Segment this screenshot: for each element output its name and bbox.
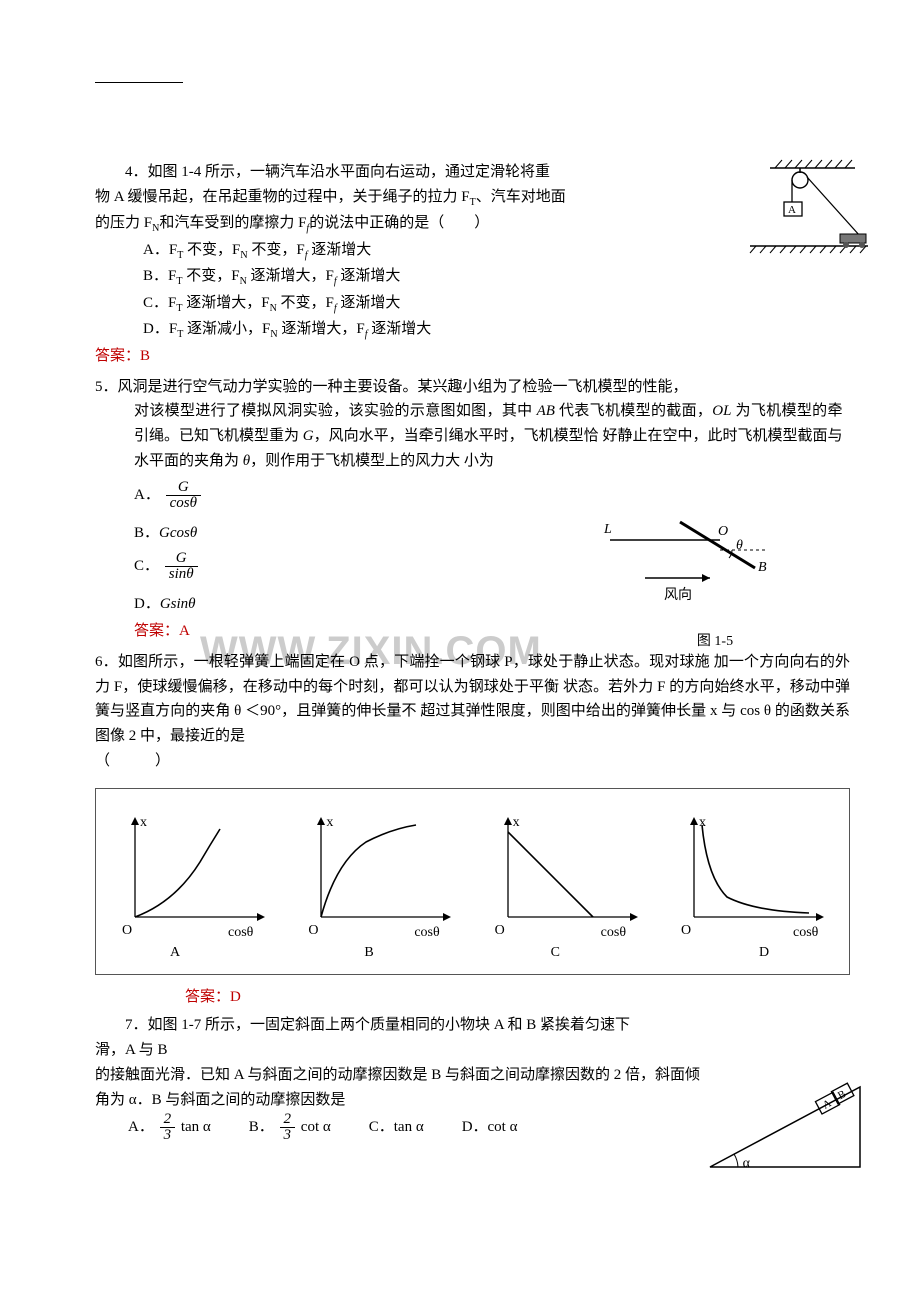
q4-answer: 答案：B (95, 344, 850, 369)
q5-fig-wind: 风向 (664, 584, 692, 607)
q4-figure: A (690, 156, 870, 256)
question-7: 7．如图 1-7 所示，一固定斜面上两个质量相同的小物块 A 和 B 紧挨着匀速… (95, 1013, 850, 1143)
q4-option-c: C．FT 逐渐增大，FN 不变，Ff 逐渐增大 (143, 291, 655, 318)
header-underline (95, 82, 183, 83)
q4-option-a: A．FT 不变，FN 不变，Ff 逐渐增大 (143, 238, 655, 265)
q4-fig-label-a: A (788, 204, 796, 216)
q4-stem-line3: 的压力 FN和汽车受到的摩擦力 Ff的说法中正确的是（ ） (95, 211, 655, 238)
q7-stem: 7．如图 1-7 所示，一固定斜面上两个质量相同的小物块 A 和 B 紧挨着匀速… (95, 1013, 655, 1063)
q5-option-a: A． Gcosθ (134, 480, 850, 511)
q7-option-c: C．tan α (369, 1115, 424, 1140)
q6-graph-b: x O cosθ B (296, 807, 466, 962)
q4-stem-line2: 物 A 缓慢吊起，在吊起重物的过程中，关于绳子的拉力 FT、汽车对地面 (95, 185, 655, 212)
q7-option-b: B． 23 cot α (249, 1112, 331, 1143)
q6-stem: 6．如图所示，一根轻弹簧上端固定在 O 点，下端拴一个钢球 P，球处于静止状态。… (95, 650, 850, 749)
q4-stem: 4．如图 1-4 所示，一辆汽车沿水平面向右运动，通过定滑轮将重 (95, 160, 655, 185)
question-5: 5．风洞是进行空气动力学实验的一种主要设备。某兴趣小组为了检验一飞机模型的性能，… (95, 375, 850, 644)
q6-stem-paren: （ ） (95, 749, 850, 774)
q7-figure: A B (690, 1072, 880, 1182)
q6-graph-d: x O cosθ D (669, 807, 839, 962)
q5-fig-O: O (718, 520, 728, 543)
q5-body: 对该模型进行了模拟风洞实验，该实验的示意图如图，其中 AB 代表飞机模型的截面，… (134, 399, 843, 473)
q6-graph-c: x O cosθ C (483, 807, 653, 962)
q6-graph-a: x O cosθ A (110, 807, 280, 962)
question-6: 6．如图所示，一根轻弹簧上端固定在 O 点，下端拴一个钢球 P，球处于静止状态。… (95, 650, 850, 1010)
q5-fig-theta: θ (736, 534, 743, 557)
q6-answer: 答案：D (185, 985, 850, 1010)
q5-lead: 5．风洞是进行空气动力学实验的一种主要设备。某兴趣小组为了检验一飞机模型的性能， (95, 375, 850, 400)
q4-option-d: D．FT 逐渐减小，FN 逐渐增大，Ff 逐渐增大 (143, 317, 655, 344)
question-4: 4．如图 1-4 所示，一辆汽车沿水平面向右运动，通过定滑轮将重 物 A 缓慢吊… (95, 160, 850, 344)
q5-fig-L: L (604, 518, 612, 541)
q6-graph-panel: x O cosθ A x O cosθ B (95, 788, 850, 975)
q4-stem-line1: 4．如图 1-4 所示，一辆汽车沿水平面向右运动，通过定滑轮将重 (125, 164, 550, 180)
q5-figure: L O θ B 风向 图 1-5 (590, 510, 790, 650)
q7-fig-alpha: α (743, 1152, 750, 1175)
q7-option-a: A． 23 tan α (128, 1112, 211, 1143)
q7-option-d: D．cot α (462, 1115, 518, 1140)
q4-option-b: B．FT 不变，FN 逐渐增大，Ff 逐渐增大 (143, 264, 655, 291)
q5-fig-B: B (758, 556, 767, 579)
